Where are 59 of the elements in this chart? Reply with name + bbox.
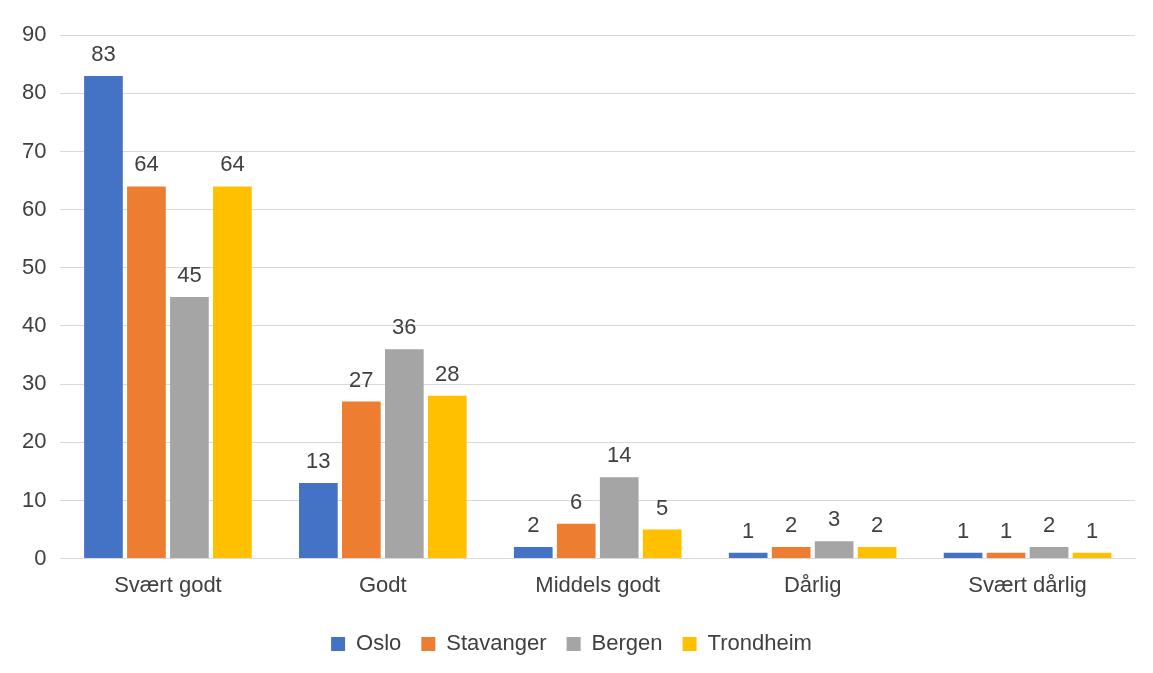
data-label: 36 bbox=[392, 314, 417, 340]
data-label: 6 bbox=[570, 488, 583, 514]
data-label: 5 bbox=[656, 494, 669, 520]
x-tick-label: Svært godt bbox=[114, 571, 222, 597]
bar bbox=[384, 349, 424, 559]
bar bbox=[127, 186, 166, 559]
bar bbox=[342, 401, 381, 559]
bar bbox=[814, 541, 854, 559]
bar bbox=[943, 552, 983, 559]
x-tick-label: Dårlig bbox=[783, 571, 842, 597]
y-tick-label: 50 bbox=[21, 253, 47, 279]
data-label: 1 bbox=[999, 517, 1013, 543]
x-tick-label: Godt bbox=[358, 571, 407, 597]
data-label: 2 bbox=[870, 512, 884, 538]
data-label: 14 bbox=[606, 442, 632, 468]
y-tick-label: 30 bbox=[21, 370, 47, 396]
data-label: 45 bbox=[177, 261, 202, 287]
bar bbox=[170, 296, 209, 559]
data-label: 64 bbox=[134, 151, 159, 177]
bar bbox=[84, 75, 123, 559]
y-tick-label: 60 bbox=[21, 195, 47, 221]
bar bbox=[513, 546, 553, 559]
bar bbox=[213, 186, 252, 559]
data-label: 13 bbox=[306, 448, 331, 474]
y-tick-label: 70 bbox=[21, 137, 47, 163]
y-tick-label: 90 bbox=[21, 21, 47, 47]
data-label: 2 bbox=[527, 512, 540, 538]
x-tick-label: Middels godt bbox=[535, 571, 661, 597]
bar bbox=[986, 552, 1026, 559]
y-tick-label: 20 bbox=[21, 428, 47, 454]
bar bbox=[427, 395, 467, 559]
data-label: 3 bbox=[828, 506, 841, 532]
bar bbox=[1072, 552, 1112, 559]
bar bbox=[599, 477, 639, 559]
data-label: 83 bbox=[91, 40, 116, 66]
bar bbox=[299, 483, 338, 559]
bar bbox=[771, 546, 811, 559]
y-tick-label: 10 bbox=[21, 486, 47, 512]
bar bbox=[642, 529, 682, 559]
data-label: 64 bbox=[220, 151, 245, 177]
bar bbox=[556, 523, 596, 559]
legend-label: Bergen bbox=[591, 630, 663, 656]
bar bbox=[1029, 546, 1069, 559]
data-label: 2 bbox=[1042, 512, 1056, 538]
data-label: 27 bbox=[349, 366, 374, 392]
bar bbox=[728, 552, 768, 559]
y-tick-label: 0 bbox=[34, 544, 47, 570]
x-tick-label: Svært dårlig bbox=[968, 571, 1087, 597]
data-label: 1 bbox=[1085, 517, 1099, 543]
data-label: 2 bbox=[785, 512, 798, 538]
bar bbox=[857, 546, 897, 559]
data-label: 1 bbox=[956, 517, 970, 543]
legend-label: Oslo bbox=[356, 630, 402, 656]
y-tick-label: 80 bbox=[21, 79, 47, 105]
data-label: 28 bbox=[435, 360, 460, 386]
legend-label: Stavanger bbox=[446, 630, 547, 656]
data-label: 1 bbox=[742, 517, 755, 543]
legend-label: Trondheim bbox=[707, 630, 812, 656]
y-tick-label: 40 bbox=[21, 312, 47, 338]
